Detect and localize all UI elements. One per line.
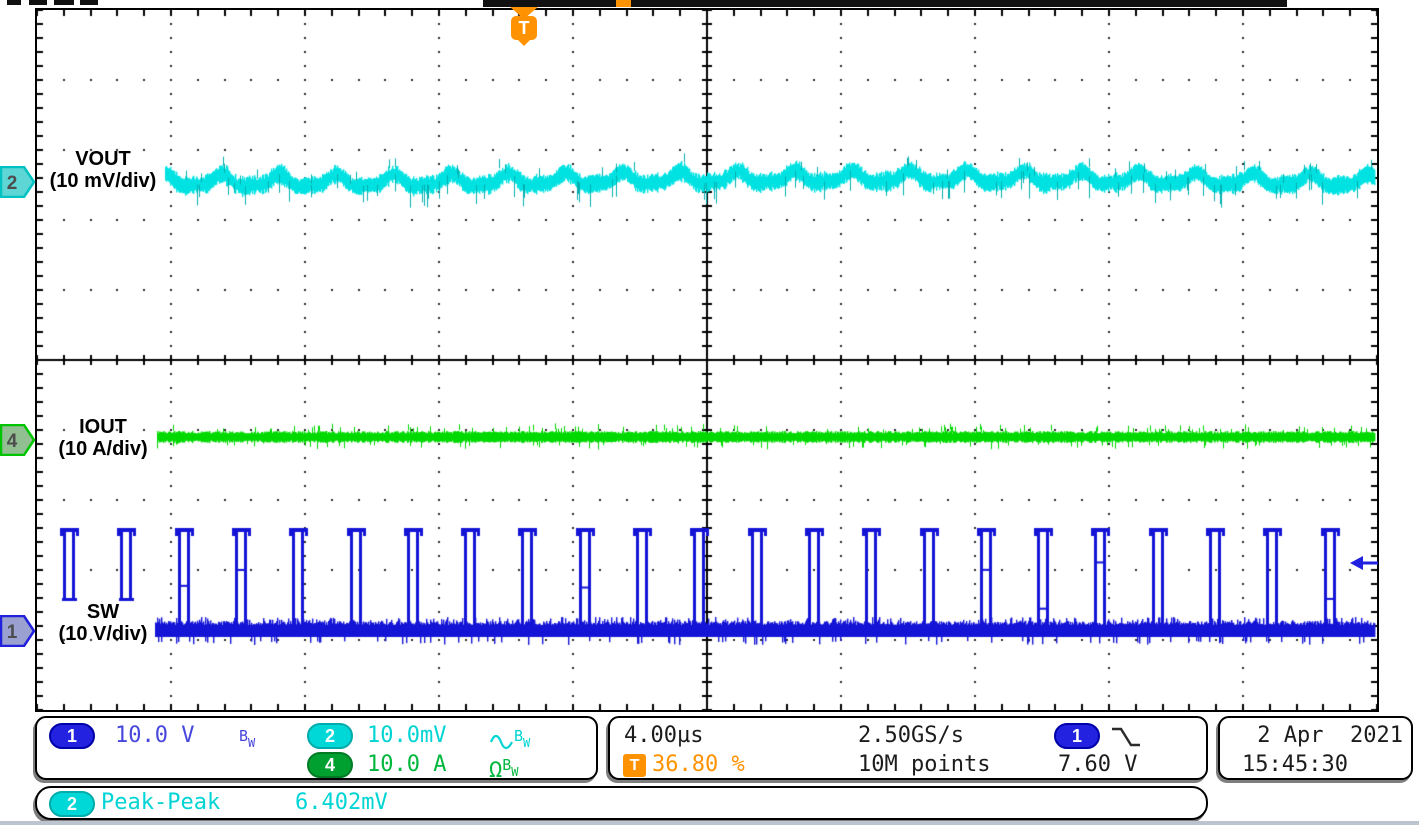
measurement-name: Peak-Peak [101,790,221,815]
channel-readout-box: 1 10.0 V BW 2 10.0mV BW 4 10.0 A ΩBW [35,716,598,783]
channel-1-scale-readout: 10.0 V [115,723,195,748]
channel-2-marker-label: 2 [7,173,18,194]
waveform-graticule [35,8,1379,712]
measurement-channel-number: 2 [66,793,77,814]
channel-1-bandwidth-indicator: BW [239,723,255,756]
channel-4-badge[interactable]: 4 [307,752,353,778]
measurement-value: 6.402mV [295,790,388,815]
sample-rate-readout: 2.50GS/s [858,723,964,748]
vout-trace-label: VOUT (10 mV/div) [18,148,188,192]
trigger-position-flag[interactable]: T [510,7,538,46]
channel-1-badge-number: 1 [66,725,77,746]
channel-2-position-marker[interactable]: 2 [0,166,36,198]
impedance-ohm-icon: Ω [489,758,503,783]
datetime-box: 2 Apr 2021 15:45:30 [1218,716,1413,780]
bandwidth-w: W [523,736,531,750]
acquisition-marker [616,0,631,7]
trigger-flag-tip-icon [518,40,530,46]
sw-scale: (10 V/div) [58,623,148,645]
acquisition-bar [483,0,1287,7]
date-readout: 2 Apr 2021 [1257,723,1403,748]
bandwidth-b: B [514,727,524,745]
waveform-canvas [37,10,1377,710]
trigger-position-readout: 36.80 % [652,752,745,777]
channel-4-scale-readout: 10.0 A [367,752,447,777]
channel-4-marker-label: 4 [7,431,18,452]
iout-scale: (10 A/div) [58,438,148,460]
horizontal-trigger-readout-box: 4.00µs T 36.80 % 2.50GS/s 10M points 1 7… [608,716,1208,780]
trigger-t-icon: T [623,754,646,777]
ac-coupling-icon [489,734,513,750]
cropped-ui-remnant [80,0,98,5]
time-readout: 15:45:30 [1242,752,1348,777]
channel-1-badge[interactable]: 1 [49,723,95,749]
screen-bottom-edge [0,821,1419,825]
channel-2-coupling-indicator: BW [489,723,530,756]
channel-2-badge-number: 2 [324,725,335,746]
cropped-ui-remnant [29,0,47,5]
channel-4-coupling-indicator: ΩBW [489,752,519,785]
channel-1-marker-label: 1 [7,622,18,643]
record-length-readout: 10M points [858,752,991,777]
trigger-level-readout: 7.60 V [1058,752,1138,777]
trigger-level-arrow-icon[interactable] [1348,553,1380,573]
vout-name: VOUT [75,148,131,170]
bandwidth-w: W [511,765,519,779]
trigger-t-letter: T [629,756,640,774]
cropped-ui-remnant [7,0,21,5]
bandwidth-b: B [502,756,512,774]
channel-4-position-marker[interactable]: 4 [0,424,36,456]
channel-1-position-marker[interactable]: 1 [0,615,36,647]
iout-name: IOUT [79,416,127,438]
channel-2-scale-readout: 10.0mV [367,723,447,748]
trigger-flag-letter: T [511,16,537,40]
measurement-channel-badge[interactable]: 2 [49,791,95,817]
sw-name: SW [86,601,120,623]
bandwidth-b: B [239,727,249,745]
channel-4-badge-number: 4 [324,754,335,775]
bandwidth-w: W [248,736,256,750]
time-per-div-readout: 4.00µs [624,723,704,748]
falling-edge-trigger-icon [1112,727,1140,747]
measurement-bar: 2 Peak-Peak 6.402mV [35,786,1208,820]
iout-trace-label: IOUT (10 A/div) [18,416,188,460]
cropped-ui-remnant [54,0,74,5]
vout-scale: (10 mV/div) [49,170,157,192]
channel-2-badge[interactable]: 2 [307,723,353,749]
trigger-source-badge[interactable]: 1 [1054,723,1100,749]
sw-trace-label: SW (10 V/div) [18,601,188,645]
trigger-source-number: 1 [1071,725,1082,746]
